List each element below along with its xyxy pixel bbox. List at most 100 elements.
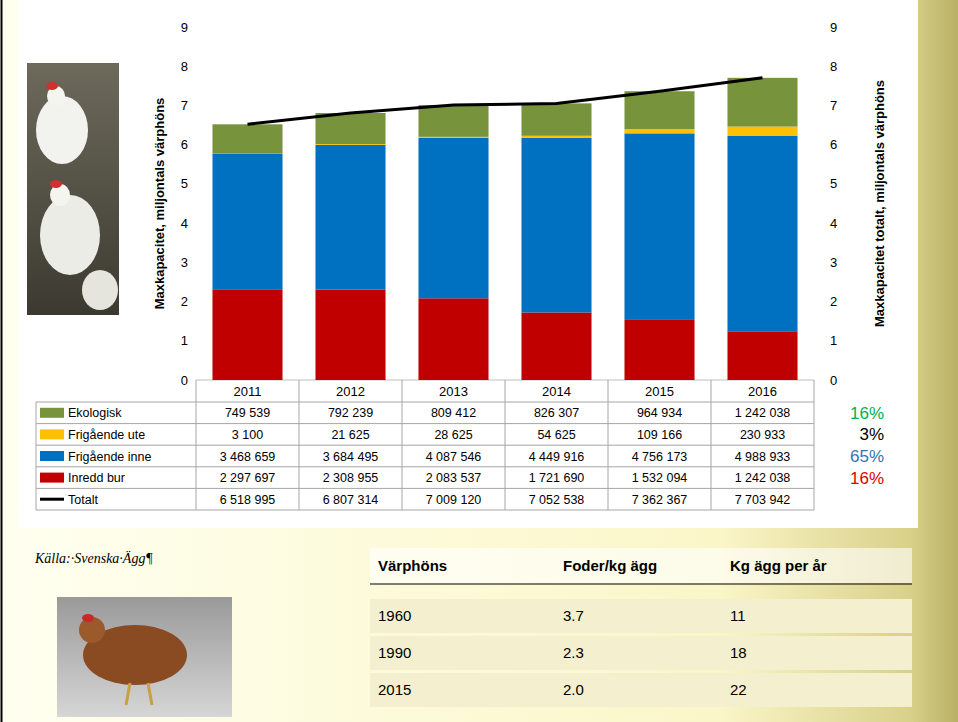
bar [727, 78, 797, 127]
slide-background [0, 0, 958, 722]
table-rule [711, 380, 712, 510]
table-value: 28 625 [434, 428, 472, 442]
legend-label: Ekologisk [68, 406, 122, 420]
table-value: 1 242 038 [735, 471, 791, 485]
photo-hen [40, 195, 100, 275]
bar [418, 138, 488, 298]
bar [624, 320, 694, 380]
table-cell: 2.3 [563, 644, 584, 661]
y2-tick [814, 183, 818, 184]
bar [521, 138, 591, 313]
table-value: 1 532 094 [632, 471, 688, 485]
bar [212, 154, 282, 290]
photo-hen [82, 270, 118, 310]
x-tick-label: 2014 [542, 384, 571, 399]
bar [727, 136, 797, 332]
bar [212, 290, 282, 380]
bar [315, 113, 385, 144]
table-row-bg [370, 673, 912, 707]
legend-label: Inredd bur [68, 471, 125, 485]
bar [624, 133, 694, 320]
x-tick-label: 2011 [234, 384, 262, 399]
photo-hen [36, 96, 88, 164]
table-cell: 3.7 [563, 607, 584, 624]
slide: 01234567890123456789Maxkapacitet, miljon… [0, 0, 958, 722]
y2-tick-label: 5 [830, 176, 837, 191]
bar [315, 145, 385, 290]
table-header: Foder/kg ägg [563, 557, 657, 574]
table-value: 109 166 [637, 428, 682, 442]
y-tick-label: 2 [181, 294, 188, 309]
table-value: 4 449 916 [529, 450, 585, 464]
y-tick [192, 301, 196, 302]
table-rule [36, 402, 814, 403]
legend-key [40, 498, 64, 501]
y2-tick-label: 3 [830, 255, 837, 270]
table-cell: 1960 [378, 607, 411, 624]
table-value: 809 412 [431, 406, 476, 420]
bar [624, 91, 694, 129]
y2-tick [814, 340, 818, 341]
table-value: 21 625 [331, 428, 369, 442]
y-tick-label: 3 [181, 255, 188, 270]
table-value: 6 518 995 [220, 493, 276, 507]
table-value: 3 468 659 [220, 450, 276, 464]
photo-leg [148, 683, 152, 705]
photo-comb [50, 180, 62, 188]
table-cell: 18 [730, 644, 747, 661]
table-cell: 1990 [378, 644, 411, 661]
y2-tick [814, 105, 818, 106]
y-tick [192, 262, 196, 263]
table-row-bg [370, 636, 912, 670]
table-cell: 2.0 [563, 681, 584, 698]
bar [521, 136, 591, 138]
legend-key [40, 429, 64, 439]
table-rule [299, 380, 300, 510]
share-label: 65% [850, 447, 884, 466]
table-header: Kg ägg per år [730, 557, 827, 574]
slide-border [1, 0, 3, 722]
y2-axis-title: Maxkapacitet totalt, miljontals värphöns [872, 80, 887, 327]
table-value: 4 988 933 [735, 450, 791, 464]
table-value: 4 087 546 [426, 450, 482, 464]
bar [521, 103, 591, 135]
table-value: 3 100 [232, 428, 263, 442]
bar [315, 289, 385, 380]
table-rule [505, 380, 506, 510]
table-value: 54 625 [537, 428, 575, 442]
table-value: 826 307 [534, 406, 579, 420]
y2-tick-label: 9 [830, 20, 837, 35]
table-rule [196, 380, 197, 510]
y-tick-label: 7 [181, 98, 188, 113]
y-tick [192, 144, 196, 145]
x-tick-label: 2012 [336, 384, 365, 399]
table-rule [36, 445, 814, 446]
y-axis-title: Maxkapacitet, miljontals värphöns [152, 98, 167, 310]
table-header-bg [370, 548, 912, 583]
y2-tick [814, 27, 818, 28]
y2-tick-label: 0 [830, 373, 837, 388]
legend-key [40, 408, 64, 418]
y2-tick [814, 301, 818, 302]
y2-tick-label: 4 [830, 216, 837, 231]
photo-brown-hen [57, 597, 232, 717]
table-value: 2 083 537 [426, 471, 482, 485]
legend-label: Frigående ute [68, 428, 145, 442]
y-tick-label: 4 [181, 216, 188, 231]
y2-tick-label: 7 [830, 98, 837, 113]
x-tick-label: 2016 [748, 384, 777, 399]
table-value: 3 684 495 [323, 450, 379, 464]
y-tick-label: 0 [181, 373, 188, 388]
y2-tick-label: 8 [830, 59, 837, 74]
bar [624, 129, 694, 133]
y-tick [192, 27, 196, 28]
table-rule [608, 380, 609, 510]
table-cell: 2015 [378, 681, 411, 698]
share-label: 3% [859, 425, 884, 444]
table-value: 792 239 [328, 406, 373, 420]
photo-frame [27, 63, 119, 315]
table-value: 2 308 955 [323, 471, 379, 485]
photo-leg [126, 683, 130, 705]
table-value: 7 009 120 [426, 493, 482, 507]
y-tick-label: 5 [181, 176, 188, 191]
